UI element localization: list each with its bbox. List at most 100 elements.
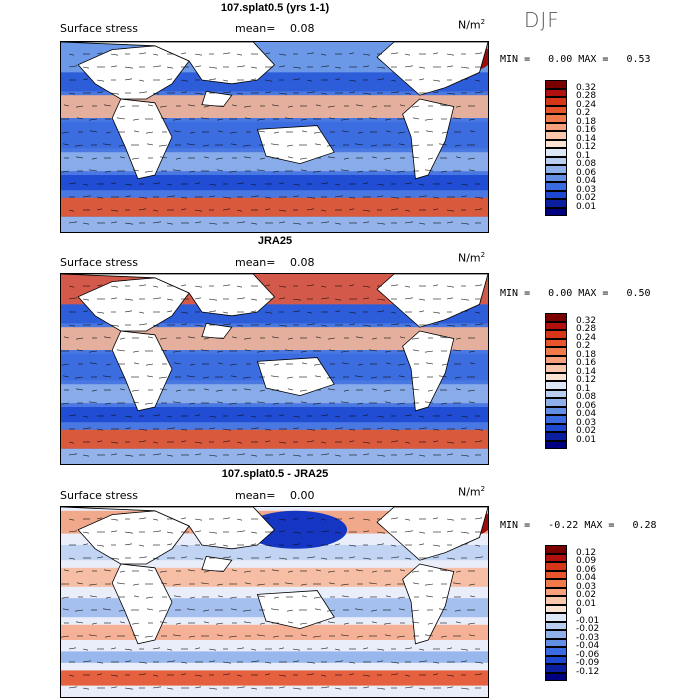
panel-3-colorbar [545,545,567,681]
colorbar-swatch [545,621,567,630]
colorbar-swatch [545,613,567,622]
colorbar-tick-label: 0.12 [576,375,597,385]
panel-3-map-svg [61,507,488,697]
colorbar-tick-label: 0.16 [576,125,597,135]
colorbar-swatch [545,579,567,588]
panel-1-colorbar [545,80,567,216]
colorbar-swatch [545,406,567,415]
colorbar-swatch [545,105,567,114]
panel-1-field: Surface stress [60,22,138,35]
panel-3-title: 107.splat0.5 - JRA25 [221,468,329,480]
colorbar-swatch [545,156,567,165]
colorbar-tick-label: -0.06 [576,649,600,660]
colorbar-tick-label: 0.01 [576,434,597,445]
colorbar-swatch [545,173,567,182]
colorbar-swatch [545,330,567,339]
colorbar-swatch [545,440,567,449]
colorbar-swatch [545,423,567,432]
colorbar-tick-label: 0.09 [576,556,597,566]
colorbar-swatch [545,355,567,364]
colorbar-tick-label: -0.01 [576,615,600,626]
colorbar-swatch [545,587,567,596]
colorbar-swatch [545,570,567,579]
colorbar-swatch [545,199,567,208]
panel-1-title: 107.splat0.5 (yrs 1-1) [220,2,330,14]
panel-1-minmax: MIN = 0.00 MAX = 0.53 [500,54,651,65]
panel-1-mean-label: mean= [235,22,276,35]
colorbar-swatch [545,131,567,140]
colorbar-tick-label: 0.1 [576,150,591,161]
colorbar-swatch [545,97,567,106]
colorbar-tick-label: 0.06 [576,564,597,575]
colorbar-tick-label: 0.02 [576,590,597,600]
colorbar-swatch [545,664,567,673]
panel-1-map-svg [61,42,488,232]
colorbar-tick-label: 0.01 [576,598,597,609]
colorbar-tick-label: 0.14 [576,133,597,144]
colorbar-swatch [545,122,567,131]
colorbar-swatch [545,207,567,216]
panel-3-field: Surface stress [60,489,138,502]
colorbar-tick-label: 0.06 [576,400,597,411]
colorbar-swatch [545,165,567,174]
colorbar-tick-label: 0.03 [576,417,597,428]
colorbar-swatch [545,604,567,613]
colorbar-swatch [545,647,567,656]
colorbar-swatch [545,80,567,89]
colorbar-tick-label: 0.28 [576,324,597,334]
panel-1-units: N/m2 [458,18,486,32]
colorbar-swatch [545,415,567,424]
panel-3-mean-label: mean= [235,489,276,502]
panel-1-map [60,41,489,233]
colorbar-tick-label: 0.18 [576,349,597,360]
colorbar-tick-label: 0.1 [576,383,591,394]
colorbar-tick-label: -0.09 [576,658,600,668]
colorbar-tick-label: 0.06 [576,167,597,178]
colorbar-tick-label: 0 [576,607,582,617]
colorbar-tick-label: 0.08 [576,159,597,169]
panel-1-mean: 0.08 [290,22,315,35]
colorbar-tick-label: 0.04 [576,176,597,186]
colorbar-swatch [545,630,567,639]
colorbar-tick-label: 0.02 [576,193,597,203]
colorbar-tick-label: 0.2 [576,108,591,118]
colorbar-swatch [545,553,567,562]
colorbar-swatch [545,182,567,191]
colorbar-tick-label: 0.04 [576,409,597,419]
colorbar-tick-label: 0.28 [576,91,597,101]
colorbar-swatch [545,347,567,356]
panel-3-map [60,506,489,698]
colorbar-swatch [545,190,567,199]
colorbar-tick-label: 0.12 [576,547,597,558]
colorbar-tick-label: -0.02 [576,624,600,634]
colorbar-tick-label: 0.24 [576,332,597,343]
panel-2-map-svg [61,274,488,464]
colorbar-swatch [545,114,567,123]
panel-3-minmax: MIN = -0.22 MAX = 0.28 [500,520,657,531]
colorbar-swatch [545,364,567,373]
colorbar-tick-label: 0.08 [576,392,597,402]
colorbar-swatch [545,638,567,647]
colorbar-tick-label: 0.32 [576,82,597,93]
colorbar-swatch [545,389,567,398]
colorbar-tick-label: -0.04 [576,641,600,651]
colorbar-swatch [545,139,567,148]
colorbar-tick-label: 0.32 [576,315,597,326]
panel-2-mean-label: mean= [235,256,276,269]
colorbar-swatch [545,313,567,322]
colorbar-tick-label: 0.16 [576,358,597,368]
colorbar-tick-label: 0.18 [576,116,597,127]
colorbar-swatch [545,381,567,390]
panel-2-mean: 0.08 [290,256,315,269]
panel-2-map [60,273,489,465]
colorbar-tick-label: 0.01 [576,201,597,212]
colorbar-tick-label: 0.02 [576,426,597,436]
colorbar-tick-label: 0.14 [576,366,597,377]
panel-2-units: N/m2 [458,251,486,265]
colorbar-swatch [545,372,567,381]
colorbar-swatch [545,321,567,330]
panel-3-units: N/m2 [458,485,486,499]
colorbar-swatch [545,338,567,347]
colorbar-tick-label: -0.12 [576,666,600,677]
panel-2-colorbar [545,313,567,449]
